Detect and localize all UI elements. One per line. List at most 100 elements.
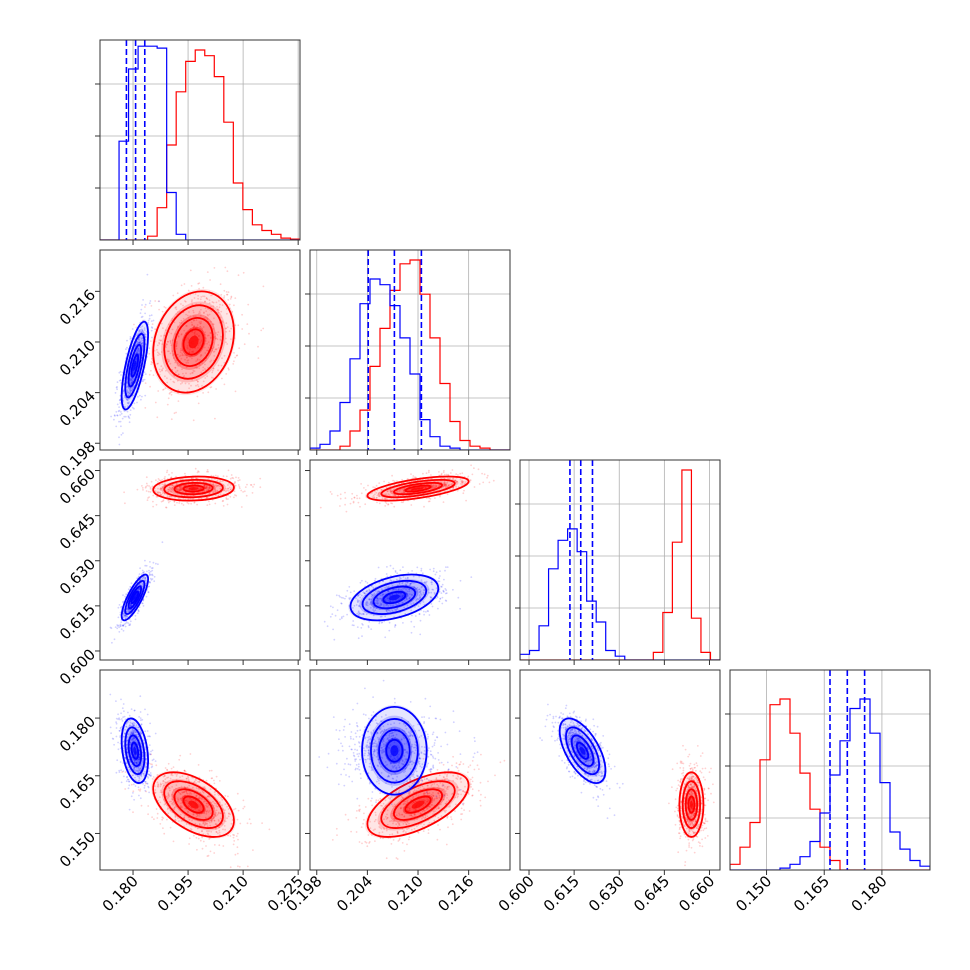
scatter-point (148, 774, 151, 776)
contour-blue (361, 579, 428, 615)
scatter-point (380, 603, 383, 606)
scatter-point (217, 484, 219, 487)
scatter-point (175, 343, 178, 345)
scatter-point (428, 469, 430, 472)
scatter-point (250, 484, 253, 486)
scatter-point (154, 791, 157, 794)
scatter-point (206, 313, 209, 316)
scatter-point (159, 492, 162, 494)
scatter-point (210, 474, 213, 477)
scatter-point (428, 500, 431, 503)
scatter-point (388, 629, 391, 632)
scatter-point (411, 570, 413, 572)
scatter-point (385, 604, 388, 606)
scatter-point (205, 487, 208, 490)
scatter-point (208, 486, 211, 489)
scatter-point (204, 377, 207, 379)
scatter-point (183, 817, 186, 820)
scatter-point (123, 614, 126, 617)
scatter-point (438, 577, 440, 580)
scatter-point (157, 470, 159, 472)
scatter-point (132, 394, 135, 397)
scatter-point (379, 602, 382, 605)
scatter-point (200, 322, 202, 325)
scatter-point (123, 491, 125, 494)
scatter-point (138, 329, 141, 332)
scatter-point (178, 820, 180, 822)
scatter-point (393, 494, 396, 497)
scatter-point (158, 483, 161, 486)
contour-blue (127, 343, 143, 388)
scatter-point (212, 800, 214, 803)
scatter-point (409, 583, 412, 585)
scatter-point (410, 620, 413, 623)
scatter-point (432, 567, 435, 570)
scatter-point (190, 384, 192, 387)
scatter-point (151, 327, 154, 329)
scatter-point (197, 344, 200, 347)
scatter-point (147, 591, 150, 593)
scatter-point (130, 604, 133, 606)
scatter-point (122, 716, 124, 718)
scatter-point (205, 496, 208, 499)
scatter-point (134, 345, 137, 347)
scatter-point (126, 398, 128, 401)
scatter-point (145, 564, 148, 567)
scatter-point (144, 382, 147, 384)
scatter-point (403, 599, 406, 601)
scatter-point (164, 778, 167, 781)
scatter-point (210, 320, 212, 323)
scatter-point (209, 332, 212, 334)
scatter-point (417, 598, 420, 601)
scatter-point (137, 609, 140, 612)
scatter-point (130, 582, 133, 585)
contour-red (380, 478, 456, 499)
scatter-point (208, 487, 211, 489)
scatter-point (418, 575, 421, 578)
scatter-point (373, 496, 375, 499)
scatter-point (386, 597, 389, 600)
scatter-point (166, 377, 168, 379)
scatter-point (345, 510, 348, 513)
scatter-point (165, 346, 167, 349)
scatter-point (171, 486, 174, 488)
scatter-point (241, 328, 244, 330)
scatter-point (386, 575, 389, 578)
scatter-point (217, 311, 220, 314)
scatter-point (184, 794, 187, 797)
scatter-point (141, 569, 144, 572)
scatter-point (359, 505, 361, 508)
scatter-point (252, 849, 254, 851)
scatter-point (126, 611, 129, 614)
scatter-point (426, 610, 429, 612)
scatter-point (216, 805, 219, 808)
scatter-point (206, 504, 209, 506)
scatter-point (375, 491, 378, 494)
scatter-point (436, 596, 439, 599)
scatter-point (210, 310, 213, 313)
scatter-point (206, 469, 209, 471)
scatter-point (193, 331, 196, 334)
scatter-point (400, 588, 403, 591)
scatter-point (227, 367, 230, 370)
scatter-point (153, 580, 156, 583)
scatter-point (162, 782, 164, 785)
scatter-point (441, 602, 444, 605)
scatter-point (111, 737, 114, 740)
scatter-point (206, 832, 209, 835)
scatter-point (176, 292, 179, 295)
scatter-point (416, 597, 419, 600)
scatter-point (443, 473, 446, 476)
scatter-point (389, 610, 392, 613)
scatter-point (196, 359, 199, 362)
scatter-point (188, 351, 191, 354)
scatter-point (230, 327, 233, 330)
scatter-point (157, 300, 160, 303)
contour-blue (120, 320, 149, 411)
scatter-point (157, 799, 160, 802)
scatter-point (167, 762, 170, 765)
scatter-point (371, 594, 374, 597)
scatter-point (188, 784, 191, 787)
scatter-point (402, 576, 405, 578)
scatter-point (209, 487, 212, 490)
